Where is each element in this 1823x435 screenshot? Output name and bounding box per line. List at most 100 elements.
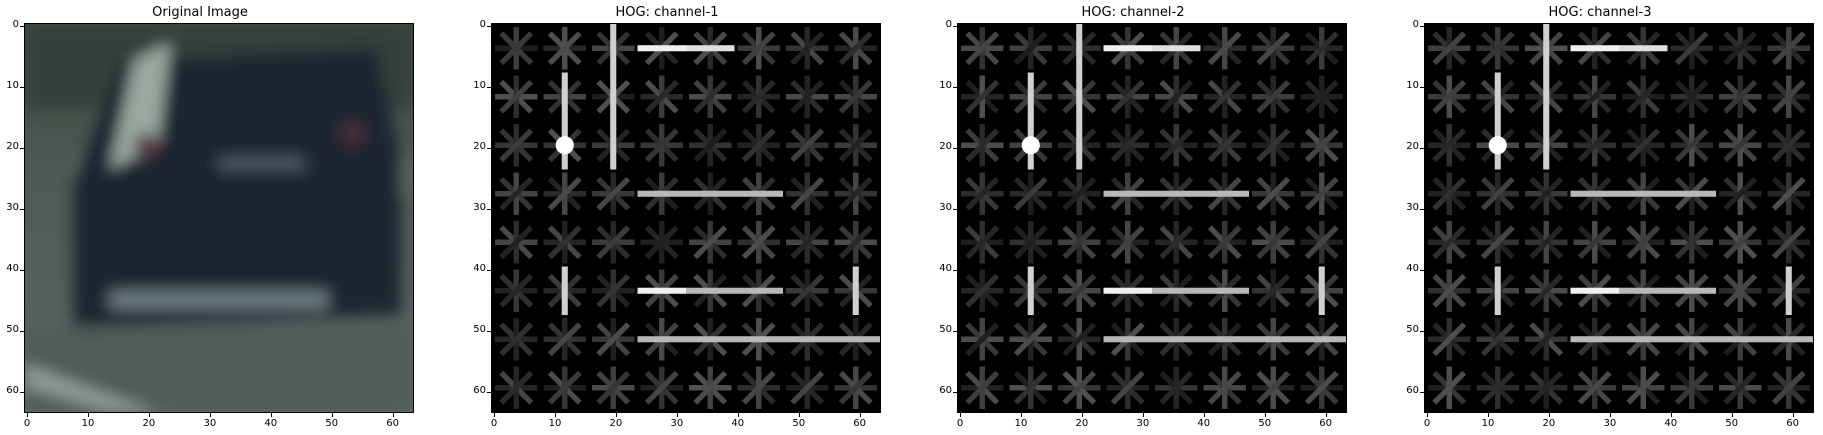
hog-gradient-line <box>1723 128 1758 163</box>
hog-gradient-line <box>1674 31 1709 66</box>
hog-strong-bar <box>1543 72 1550 121</box>
xtick-mark <box>148 413 150 417</box>
hog-gradient-line <box>1480 322 1515 357</box>
xtick-label: 50 <box>792 418 806 429</box>
ytick-mark <box>487 391 491 393</box>
xtick-label: 30 <box>670 418 684 429</box>
hog-strong-bar <box>561 266 568 315</box>
hog-gradient-line <box>1432 322 1467 357</box>
original-image <box>24 23 414 413</box>
hog-gradient-line <box>1626 370 1661 405</box>
hog-strong-bar <box>1543 121 1550 170</box>
hog-gradient-line <box>1577 225 1612 260</box>
hog-gradient-line <box>693 225 728 260</box>
hog-gradient-line <box>499 128 534 163</box>
hog-gradient-line <box>1256 273 1291 308</box>
xtick-label: 40 <box>1664 418 1678 429</box>
hog-strong-bar <box>734 336 783 343</box>
panel-title: HOG: channel-2 <box>1081 5 1185 20</box>
ytick-label: 50 <box>939 323 952 335</box>
ytick-label: 10 <box>6 79 19 91</box>
ytick-label: 50 <box>6 323 19 335</box>
xtick-mark <box>1142 413 1144 417</box>
hog-strong-bar <box>1249 336 1298 343</box>
hog-bright-spot <box>555 136 574 155</box>
hog-canvas <box>492 24 880 412</box>
hog-strong-bar <box>1076 72 1083 121</box>
ytick-label: 0 <box>1412 19 1419 31</box>
hog-gradient-line <box>1529 370 1564 405</box>
hog-strong-bar <box>1570 336 1619 343</box>
hog-gradient-line <box>1529 273 1564 308</box>
ytick-label: 20 <box>473 140 486 152</box>
ytick-mark <box>953 330 957 332</box>
hog-gradient-line <box>1626 128 1661 163</box>
xtick-label: 60 <box>1319 418 1333 429</box>
ytick-mark <box>20 86 24 88</box>
hog-gradient-line <box>790 225 825 260</box>
hog-strong-bar <box>1200 190 1249 197</box>
hog-gradient-line <box>1159 128 1194 163</box>
xtick-label: 0 <box>23 418 31 429</box>
hog-strong-bar <box>1200 287 1249 294</box>
xtick-label: 30 <box>1136 418 1150 429</box>
hog-gradient-line <box>1256 79 1291 114</box>
hog-gradient-line <box>741 31 776 66</box>
hog-gradient-line <box>644 225 679 260</box>
hog-strong-bar <box>637 45 686 52</box>
ytick-mark <box>20 208 24 210</box>
xtick-mark <box>1020 413 1022 417</box>
hog-strong-bar <box>1494 72 1501 121</box>
xtick-label: 10 <box>81 418 95 429</box>
hog-gradient-line <box>547 370 582 405</box>
xtick-mark <box>1548 413 1550 417</box>
hog-strong-bar <box>1619 45 1668 52</box>
ytick-label: 40 <box>473 262 486 274</box>
ytick-mark <box>953 26 957 28</box>
hog-gradient-line <box>1207 370 1242 405</box>
ytick-mark <box>487 26 491 28</box>
xtick-mark <box>859 413 861 417</box>
xtick-mark <box>554 413 556 417</box>
hog-gradient-line <box>1626 79 1661 114</box>
panel-title: Original Image <box>152 5 248 20</box>
hog-gradient-line <box>1723 31 1758 66</box>
hog-gradient-line <box>1432 370 1467 405</box>
hog-gradient-line <box>693 79 728 114</box>
hog-gradient-line <box>499 176 534 211</box>
hog-gradient-line <box>596 176 631 211</box>
ytick-mark <box>20 26 24 28</box>
hog-gradient-line <box>1674 225 1709 260</box>
hog-gradient-line <box>790 176 825 211</box>
hog-strong-bar <box>1494 266 1501 315</box>
hog-gradient-line <box>1062 370 1097 405</box>
hog-strong-bar <box>637 336 686 343</box>
hog-canvas <box>1425 24 1813 412</box>
hog-strong-bar <box>734 190 783 197</box>
xtick-mark <box>209 413 211 417</box>
hog-gradient-line <box>790 79 825 114</box>
hog-gradient-line <box>1723 176 1758 211</box>
hog-gradient-line <box>1013 31 1048 66</box>
hog-gradient-line <box>547 176 582 211</box>
hog-gradient-line <box>1771 176 1806 211</box>
hog-gradient-line <box>1480 225 1515 260</box>
ytick-mark <box>487 330 491 332</box>
xtick-mark <box>1792 413 1794 417</box>
hog-gradient-line <box>790 128 825 163</box>
hog-strong-bar <box>734 287 783 294</box>
ytick-mark <box>953 147 957 149</box>
hog-gradient-line <box>1674 370 1709 405</box>
hog-strong-bar <box>1152 336 1201 343</box>
hog-gradient-line <box>1674 79 1709 114</box>
hog-gradient-line <box>790 370 825 405</box>
hog-gradient-line <box>1432 128 1467 163</box>
ytick-label: 20 <box>6 140 19 152</box>
hog-gradient-line <box>1013 370 1048 405</box>
hog-gradient-line <box>1256 176 1291 211</box>
hog-gradient-line <box>1480 176 1515 211</box>
hog-strong-bar <box>561 72 568 121</box>
xtick-label: 0 <box>490 418 498 429</box>
hog-strong-bar <box>1716 336 1765 343</box>
hog-strong-bar <box>1619 190 1668 197</box>
